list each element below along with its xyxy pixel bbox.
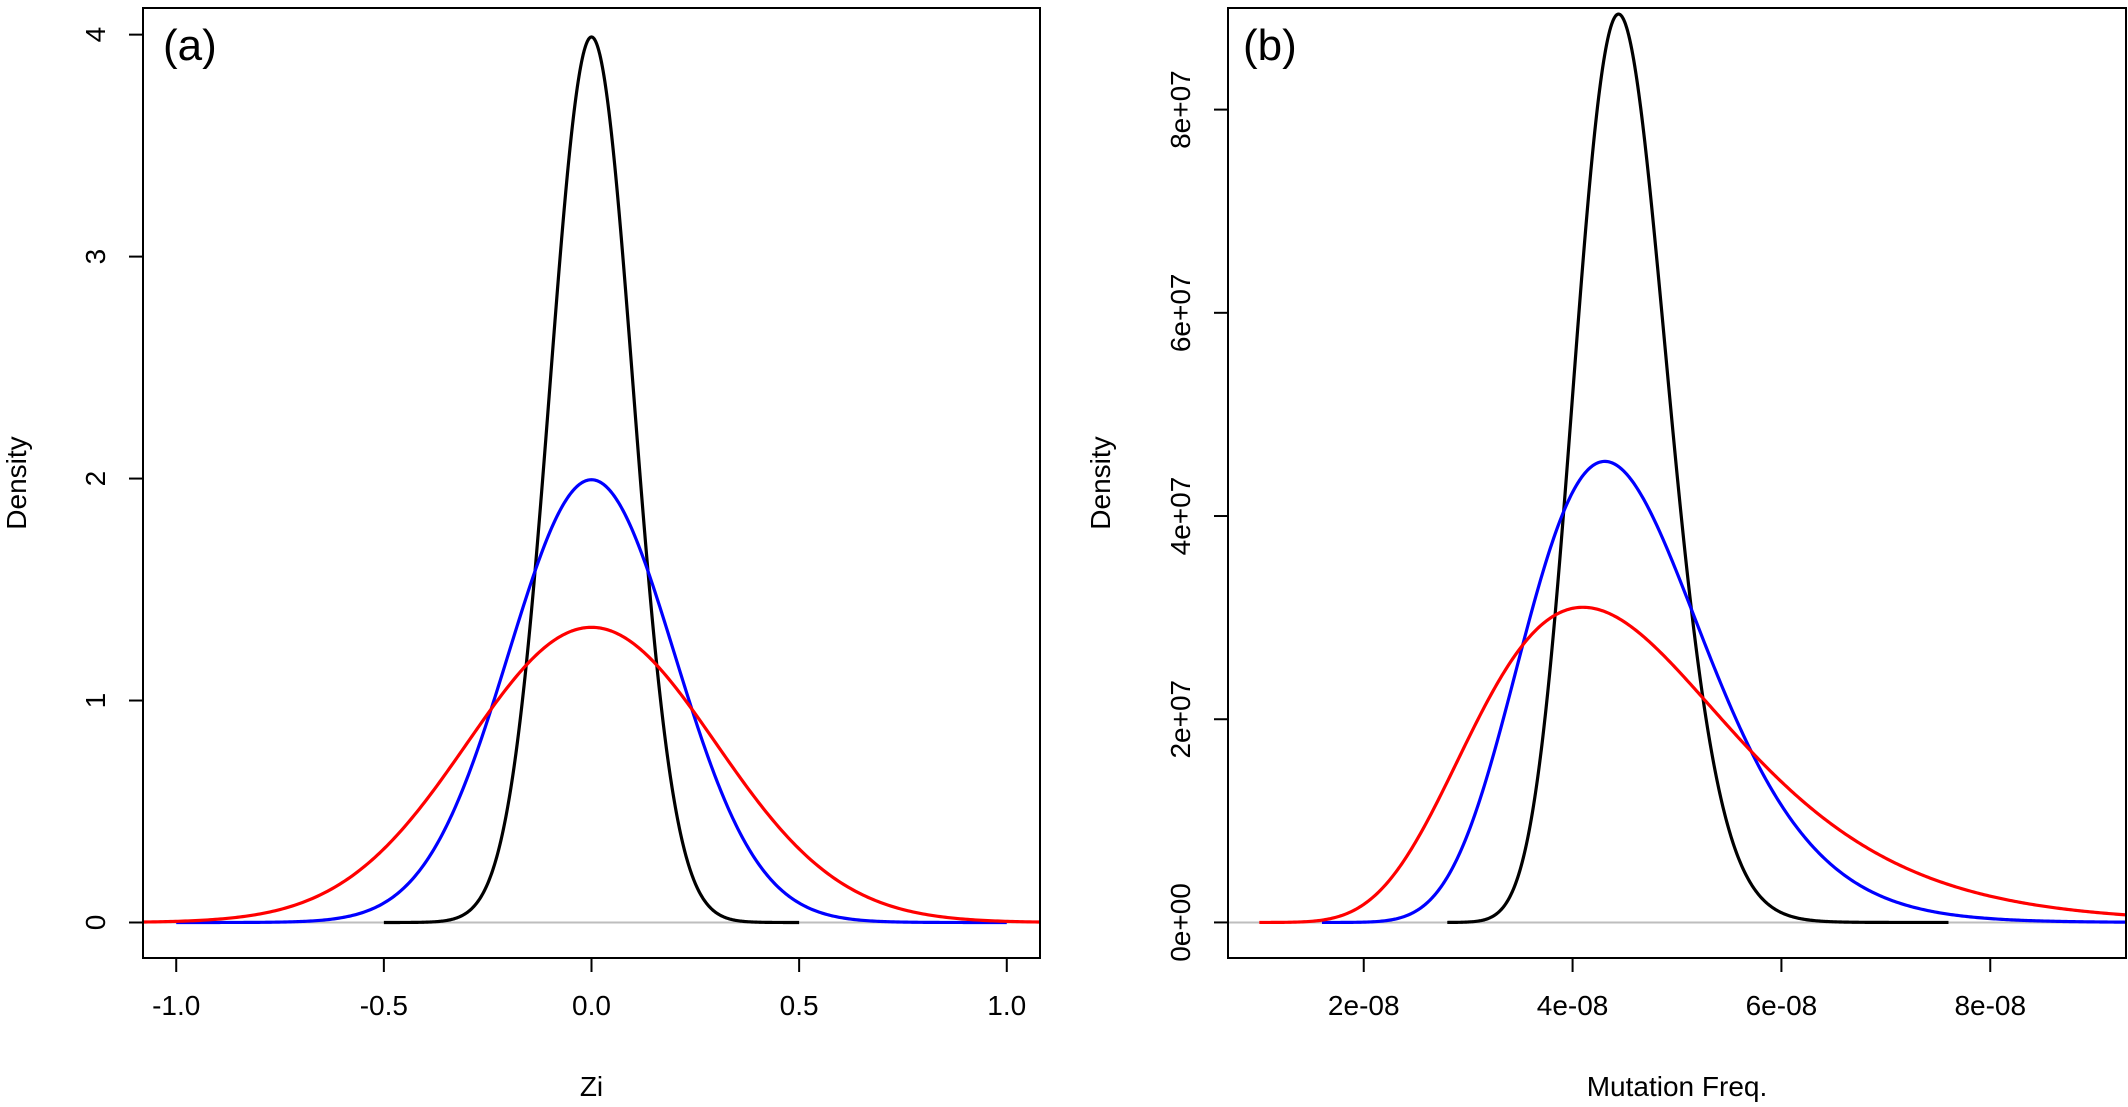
panel-label-a: (a) (163, 21, 217, 70)
series-line-b-0 (1446, 12, 1950, 925)
series-line-a-1 (176, 478, 1007, 925)
y-axis-b: 0e+00 2e+07 4e+07 6e+07 8e+07 (1165, 70, 1228, 962)
panel-b: (b) 2e-08 4e-08 6e-08 8e-08 0e+00 2e+07 4e+07… (1085, 7, 2127, 1102)
y-axis-a: 0 1 2 3 4 (80, 27, 143, 930)
y-tick-label-b-3: 6e+07 (1165, 273, 1196, 352)
x-tick-label-a-0: -1.0 (152, 990, 200, 1021)
y-tick-label-b-0: 0e+00 (1165, 883, 1196, 962)
y-tick-label-a-4: 4 (80, 27, 111, 43)
x-tick-label-a-2: 0.0 (572, 990, 611, 1021)
x-tick-label-b-2: 6e-08 (1746, 990, 1818, 1021)
y-tick-label-b-1: 2e+07 (1165, 680, 1196, 759)
x-tick-label-a-4: 1.0 (987, 990, 1026, 1021)
y-tick-label-a-2: 2 (80, 471, 111, 487)
curves-b (1229, 12, 2125, 925)
panel-a: (a) -1.0 -0.5 0.0 0.5 1.0 0 1 2 3 4 Zi Density (1, 7, 1041, 1102)
series-line-b-1 (1321, 459, 2125, 925)
y-axis-title-b: Density (1085, 436, 1116, 529)
plot-frame-a (142, 7, 1041, 959)
y-tick-label-a-0: 0 (80, 915, 111, 931)
x-tick-label-a-3: 0.5 (780, 990, 819, 1021)
x-axis-a: -1.0 -0.5 0.0 0.5 1.0 (152, 957, 1026, 1021)
y-tick-label-b-4: 8e+07 (1165, 70, 1196, 149)
series-line-a-0 (383, 35, 800, 925)
x-tick-label-b-0: 2e-08 (1328, 990, 1400, 1021)
series-line-a-2 (144, 625, 1039, 924)
y-tick-label-b-2: 4e+07 (1165, 477, 1196, 556)
panel-label-b: (b) (1243, 21, 1297, 70)
x-tick-label-b-1: 4e-08 (1537, 990, 1609, 1021)
x-axis-title-b: Mutation Freq. (1587, 1071, 1768, 1102)
x-tick-label-b-3: 8e-08 (1954, 990, 2026, 1021)
series-line-b-2 (1259, 605, 2125, 925)
x-tick-label-a-1: -0.5 (360, 990, 408, 1021)
curves-a (144, 35, 1039, 925)
y-tick-label-a-1: 1 (80, 693, 111, 709)
x-axis-title-a: Zi (580, 1071, 603, 1102)
y-tick-label-a-3: 3 (80, 249, 111, 265)
y-axis-title-a: Density (1, 436, 32, 529)
x-axis-b: 2e-08 4e-08 6e-08 8e-08 (1328, 957, 2026, 1021)
